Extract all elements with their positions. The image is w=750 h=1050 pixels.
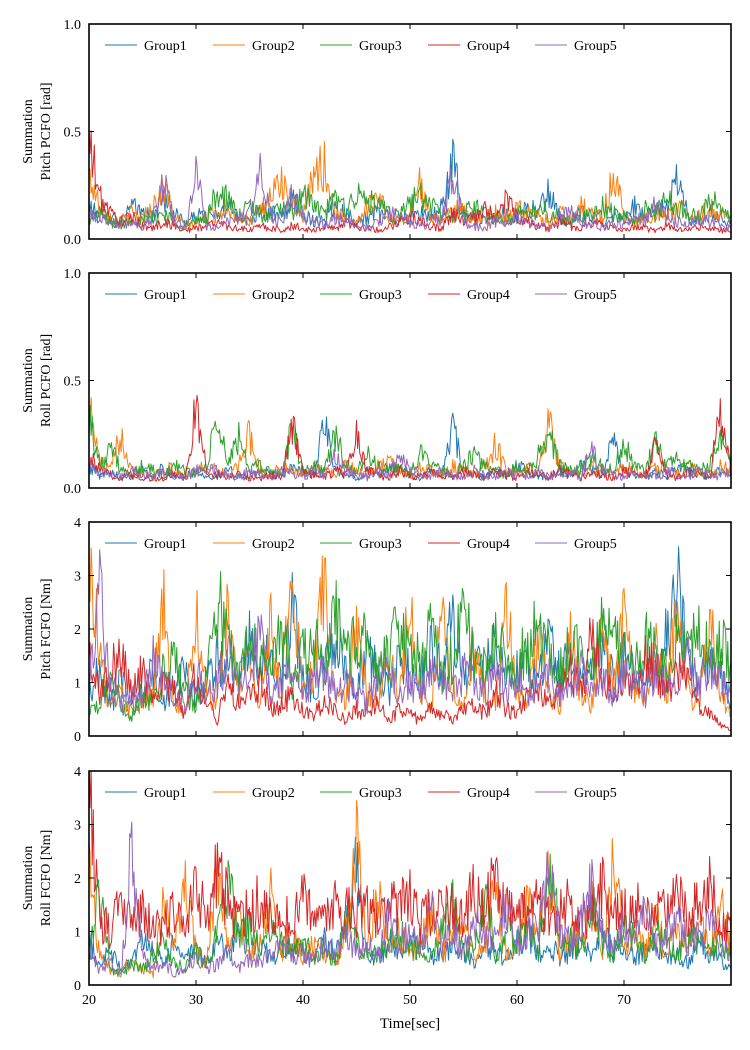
- x-tick-label: 20: [82, 993, 96, 1008]
- y-axis-label: Summation Pitch PCFO [rad]: [21, 83, 54, 181]
- legend-label-group1: Group1: [144, 786, 187, 801]
- axes-frame: [88, 521, 732, 737]
- series-line-group5: [89, 152, 731, 233]
- legend-label-group2: Group2: [252, 288, 295, 303]
- series-group: [89, 394, 731, 482]
- y-tick-label: 0: [74, 979, 81, 994]
- x-tick-label: 50: [403, 993, 417, 1008]
- x-tick-label: 70: [617, 993, 631, 1008]
- legend-label-group1: Group1: [144, 39, 187, 54]
- legend-label-group2: Group2: [252, 537, 295, 552]
- chart-panel-4: 20 30 40 50 60 70 0 1 2 3 4 Summation Roll FCFO [Nm]…: [21, 765, 732, 1032]
- y-tick-label: 2: [74, 623, 81, 638]
- legend-label-group3: Group3: [359, 537, 402, 552]
- series-line-group2: [89, 547, 731, 719]
- legend-label-group1: Group1: [144, 288, 187, 303]
- series-line-group3: [89, 853, 731, 977]
- legend-label-group4: Group4: [467, 537, 510, 552]
- x-tick-label: 30: [189, 993, 203, 1008]
- series-line-group5: [89, 821, 731, 978]
- legend-label-group5: Group5: [574, 39, 617, 54]
- y-tick-label: 0.0: [64, 233, 82, 248]
- y-tick-label: 2: [74, 872, 81, 887]
- legend: Group1 Group2 Group3 Group4 Group5: [105, 288, 617, 303]
- x-axis-label: Time[sec]: [380, 1016, 440, 1032]
- y-axis-label: Summation Roll PCFO [rad]: [21, 334, 54, 427]
- y-tick-label: 3: [74, 570, 81, 585]
- x-tick-label: 40: [296, 993, 310, 1008]
- series-group: [89, 129, 731, 234]
- y-tick-label: 4: [74, 765, 81, 780]
- series-line-group4: [89, 617, 731, 732]
- axes-frame: [88, 272, 732, 489]
- legend-label-group2: Group2: [252, 786, 295, 801]
- legend-label-group5: Group5: [574, 537, 617, 552]
- y-tick-label: 1.0: [64, 267, 82, 282]
- x-tick-label: 60: [510, 993, 524, 1008]
- series-line-group5: [89, 549, 731, 715]
- y-tick-label: 4: [74, 516, 81, 531]
- legend-label-group3: Group3: [359, 39, 402, 54]
- y-tick-label: 0: [74, 730, 81, 745]
- series-line-group4: [89, 394, 731, 482]
- y-tick-label: 0.5: [64, 375, 82, 390]
- axes-frame: [88, 23, 732, 240]
- legend-label-group3: Group3: [359, 288, 402, 303]
- legend: Group1 Group2 Group3 Group4 Group5: [105, 537, 617, 552]
- y-tick-label: 0.0: [64, 482, 82, 497]
- series-line-group2: [89, 800, 731, 979]
- legend-label-group3: Group3: [359, 786, 402, 801]
- legend-label-group4: Group4: [467, 39, 510, 54]
- series-line-group1: [89, 138, 731, 228]
- series-line-group3: [89, 571, 731, 723]
- series-line-group5: [89, 441, 731, 482]
- legend-label-group2: Group2: [252, 39, 295, 54]
- legend-label-group5: Group5: [574, 786, 617, 801]
- y-tick-label: 1.0: [64, 18, 82, 33]
- y-tick-label: 3: [74, 819, 81, 834]
- series-group: [89, 771, 731, 979]
- y-axis-label: Summation Roll FCFO [Nm]: [21, 830, 54, 926]
- series-line-group4: [89, 771, 731, 950]
- legend: Group1 Group2 Group3 Group4 Group5: [105, 39, 617, 54]
- y-tick-label: 0.5: [64, 126, 82, 141]
- legend-label-group4: Group4: [467, 288, 510, 303]
- chart-panel-1: 0.0 0.5 1.0 Summation Pitch PCFO [rad] Group1…: [21, 18, 732, 248]
- legend-label-group1: Group1: [144, 537, 187, 552]
- y-tick-label: 1: [74, 926, 81, 941]
- series-line-group4: [89, 129, 731, 234]
- y-tick-label: 1: [74, 677, 81, 692]
- series-line-group3: [89, 182, 731, 230]
- legend-label-group5: Group5: [574, 288, 617, 303]
- legend-label-group4: Group4: [467, 786, 510, 801]
- y-axis-label: Summation Pitch FCFO [Nm]: [21, 578, 54, 679]
- series-line-group2: [89, 397, 731, 480]
- series-group: [89, 546, 731, 732]
- legend: Group1 Group2 Group3 Group4 Group5: [105, 786, 617, 801]
